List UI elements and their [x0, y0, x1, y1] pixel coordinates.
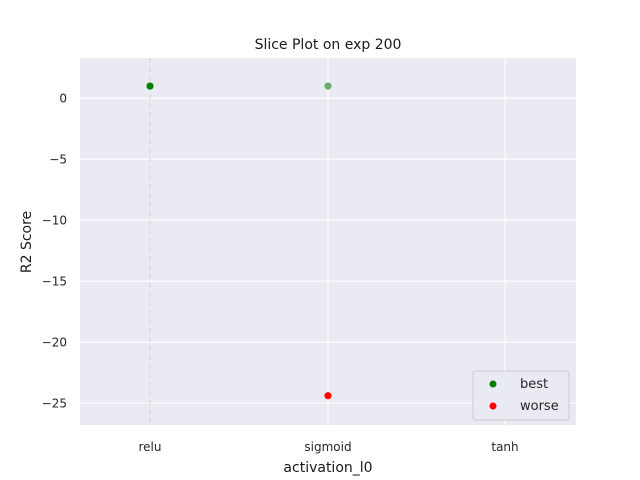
- x-axis-label: activation_l0: [283, 460, 372, 476]
- y-tick-labels: 0 −5 −10 −15 −20 −25: [42, 92, 67, 411]
- legend-best-label: best: [520, 377, 548, 392]
- x-tick-labels: relu sigmoid tanh: [139, 440, 519, 454]
- trial-point: [324, 82, 332, 90]
- y-tick-label: −25: [42, 397, 67, 411]
- y-tick-label: −5: [49, 153, 67, 167]
- legend-worse-label: worse: [520, 399, 559, 414]
- y-tick-label: −10: [42, 214, 67, 228]
- best-point: [146, 82, 154, 90]
- data-points: [146, 82, 332, 400]
- legend: best worse: [472, 370, 570, 421]
- y-axis-label: R2 Score: [19, 211, 35, 273]
- legend-best-marker: [489, 380, 497, 388]
- worse-point: [324, 392, 332, 400]
- y-tick-label: 0: [59, 92, 67, 106]
- x-tick-label: relu: [139, 440, 162, 454]
- x-tick-label: tanh: [491, 440, 518, 454]
- y-tick-label: −20: [42, 336, 67, 350]
- grid-lines: [80, 58, 576, 425]
- chart-title: Slice Plot on exp 200: [255, 37, 402, 53]
- legend-box: [472, 370, 570, 421]
- x-tick-label: sigmoid: [304, 440, 351, 454]
- legend-worse-marker: [489, 402, 497, 410]
- y-tick-label: −15: [42, 275, 67, 289]
